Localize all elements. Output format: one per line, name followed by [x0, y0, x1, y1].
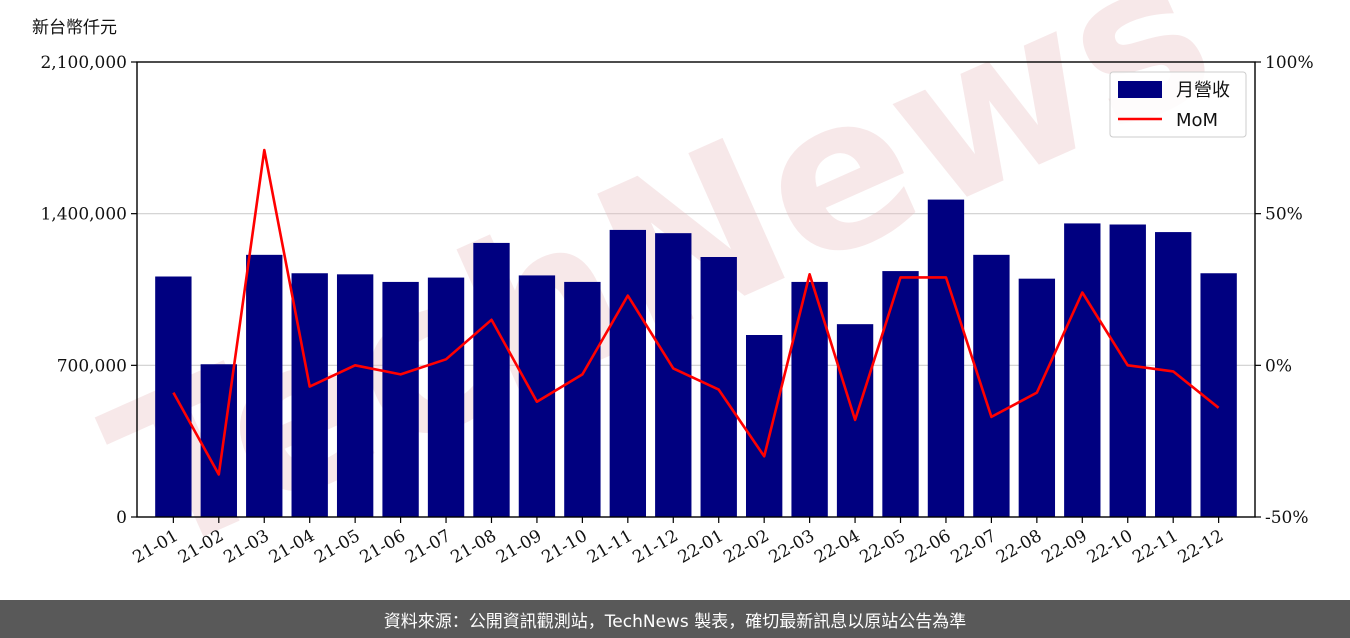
bar-21-11 — [609, 229, 647, 517]
right-tick-label-3: 100% — [1265, 53, 1314, 73]
bar-21-10 — [564, 281, 601, 517]
bar-series — [155, 199, 1237, 518]
x-tick-label-22-10: 22-10 — [1084, 526, 1136, 568]
left-tick-label-2: 1,400,000 — [40, 205, 127, 225]
mom-line — [172, 148, 1220, 476]
chart-svg: TechNews 0700,0001,400,0002,100,000-50%0… — [32, 0, 1314, 600]
right-tick-label-1: 0% — [1265, 356, 1292, 376]
bar-22-02 — [745, 335, 783, 517]
bar-21-01 — [155, 276, 192, 517]
x-tick-label-22-06: 22-06 — [902, 526, 954, 568]
x-tick-label-21-09: 21-09 — [493, 526, 545, 568]
legend-label-mom: MoM — [1176, 110, 1218, 131]
x-tick-label-22-03: 22-03 — [766, 526, 818, 568]
x-tick-label-22-07: 22-07 — [947, 526, 999, 568]
bar-21-08 — [473, 242, 510, 517]
footer-source-note: 資料來源：公開資訊觀測站，TechNews 製表，確切最新訊息以原站公告為準 — [0, 600, 1350, 638]
x-tick-label-21-12: 21-12 — [629, 526, 681, 568]
bar-22-01 — [700, 257, 737, 517]
bar-22-11 — [1155, 232, 1192, 518]
x-tick-label-21-10: 21-10 — [538, 526, 590, 568]
x-tick-label-21-07: 21-07 — [402, 526, 454, 568]
bar-22-09 — [1064, 223, 1101, 517]
x-tick-label-21-06: 21-06 — [357, 526, 409, 568]
bar-21-03 — [246, 254, 283, 518]
bar-21-04 — [291, 273, 328, 517]
mom-line-series — [172, 148, 1220, 476]
x-tick-label-22-11: 22-11 — [1129, 526, 1181, 568]
bar-21-06 — [382, 281, 419, 517]
y-unit-label: 新台幣仟元 — [32, 18, 117, 38]
right-tick-label-2: 50% — [1265, 205, 1303, 225]
x-tick-label-22-04: 22-04 — [811, 526, 863, 568]
bar-22-05 — [882, 271, 919, 517]
right-tick-label-0: -50% — [1265, 508, 1309, 528]
legend-swatch-bar — [1118, 81, 1162, 98]
bar-22-08 — [1018, 278, 1056, 517]
x-tick-label-21-11: 21-11 — [584, 526, 636, 568]
legend: 月營收 MoM — [1109, 71, 1247, 138]
x-tick-label-22-01: 22-01 — [675, 526, 727, 568]
left-tick-label-0: 0 — [116, 508, 127, 528]
plot-frame — [136, 61, 1256, 518]
x-tick-label-21-08: 21-08 — [448, 526, 500, 568]
chart: TechNews 0700,0001,400,0002,100,000-50%0… — [32, 0, 1314, 600]
left-tick-label-1: 700,000 — [57, 356, 127, 376]
bar-21-07 — [427, 277, 465, 517]
x-tick-label-22-05: 22-05 — [857, 526, 909, 568]
bar-21-09 — [518, 275, 556, 517]
legend-label-revenue: 月營收 — [1176, 80, 1230, 101]
left-tick-label-3: 2,100,000 — [40, 53, 127, 73]
x-tick-label-22-09: 22-09 — [1038, 526, 1090, 568]
bar-22-07 — [973, 254, 1010, 518]
bar-21-05 — [336, 274, 374, 517]
x-tick-label-22-12: 22-12 — [1175, 526, 1227, 568]
bar-22-06 — [927, 199, 965, 518]
x-tick-label-22-08: 22-08 — [993, 526, 1045, 568]
x-tick-label-22-02: 22-02 — [720, 526, 772, 568]
bar-22-10 — [1109, 224, 1146, 517]
bar-22-12 — [1200, 273, 1237, 517]
